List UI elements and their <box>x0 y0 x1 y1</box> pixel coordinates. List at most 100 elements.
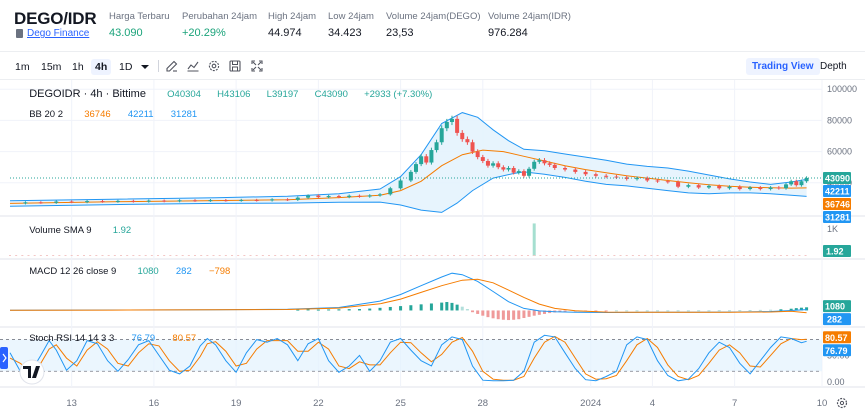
ohlc-high-value: 43106 <box>224 89 250 100</box>
volume-bar <box>354 255 357 256</box>
ohlc-low-value: 39197 <box>272 89 298 100</box>
stoch-k-tag-bg <box>823 344 851 357</box>
macd-histogram-bar <box>727 310 731 312</box>
candle-body <box>737 186 742 190</box>
macd-histogram-bar <box>537 310 541 315</box>
source-name[interactable]: Dego Finance <box>27 28 90 39</box>
candle-body <box>604 175 609 177</box>
candle-body <box>537 160 542 162</box>
drawing-tool-icon[interactable] <box>165 59 179 73</box>
ohlc-high-label: H <box>217 89 224 100</box>
settings-icon[interactable] <box>207 59 221 73</box>
stat-volume-dego: Volume 24jam(DEGO) 23,53 <box>386 11 481 39</box>
stat-change-24h: Perubahan 24jam +20.29% <box>182 11 257 39</box>
indicators-icon[interactable] <box>186 59 200 73</box>
interval-1h[interactable]: 1h <box>72 61 84 73</box>
time-tick-label: 28 <box>478 398 489 409</box>
volume-bar <box>539 255 542 256</box>
stat-last-price: Harga Terbaru 43.090 <box>109 11 170 39</box>
volume-bar <box>348 255 351 256</box>
macd-histogram-bar <box>532 310 536 316</box>
tab-depth[interactable]: Depth <box>820 61 847 72</box>
volume-bar <box>255 255 258 256</box>
macd-histogram-bar <box>306 309 310 311</box>
source-link[interactable]: Dego Finance <box>16 28 89 39</box>
candle-body <box>480 157 485 161</box>
candle-body <box>419 156 424 165</box>
candle-body <box>665 181 670 183</box>
interval-1d[interactable]: 1D <box>119 61 133 73</box>
volume-bar <box>705 255 708 256</box>
candle-body <box>38 202 43 204</box>
volume-bar <box>15 255 18 256</box>
volume-bar <box>323 255 326 256</box>
macd-histogram-bar <box>337 309 341 311</box>
volume-bar <box>453 255 456 256</box>
macd-histogram-bar <box>316 309 320 311</box>
candle-body <box>521 171 526 176</box>
candle-body <box>69 201 74 203</box>
volume-bar <box>459 255 462 256</box>
interval-4h[interactable]: 4h <box>91 59 112 75</box>
last-price-tag: 43090 <box>825 173 850 183</box>
price-chart[interactable]: DEGOIDR · 4h · Bittime O40304 H43106 L39… <box>0 80 865 419</box>
macd-histogram-bar <box>707 310 711 312</box>
macd-tag: 282 <box>827 315 842 325</box>
volume-bar <box>52 255 55 256</box>
volume-bar <box>187 255 190 256</box>
volume-bar <box>342 255 345 256</box>
candle-body <box>162 200 167 202</box>
volume-bar <box>416 255 419 256</box>
volume-bar <box>779 255 782 256</box>
macd-histogram-bar <box>805 307 809 311</box>
save-icon[interactable] <box>228 59 242 73</box>
volume-tick-label: 1K <box>827 224 838 234</box>
volume-bar <box>699 255 702 256</box>
volume-bar <box>446 255 449 256</box>
time-tick-label: 13 <box>66 398 77 409</box>
chevron-down-icon[interactable] <box>138 60 152 74</box>
fullscreen-icon[interactable] <box>250 59 264 73</box>
volume-bar <box>588 255 591 256</box>
macd-histogram-bar <box>799 307 803 311</box>
macd-histogram-bar <box>445 302 449 311</box>
volume-bar <box>194 255 197 256</box>
candle-body <box>295 197 300 200</box>
candle-body <box>573 169 578 172</box>
stoch-tick-label: 0.00 <box>827 377 845 387</box>
bb-upper-value: 42211 <box>128 109 154 120</box>
macd-histogram-bar <box>604 310 608 312</box>
candle-body <box>193 200 198 202</box>
time-tick-label: 2024 <box>580 398 601 409</box>
tradingview-logo[interactable] <box>19 359 45 385</box>
stoch-rsi-band <box>0 339 822 372</box>
collapse-handle[interactable] <box>0 347 8 369</box>
volume-bar <box>675 255 678 256</box>
bb-legend: BB 20 2 36746 42211 31281 <box>16 109 205 120</box>
ohlc-close-value: 43090 <box>321 89 347 100</box>
macd-histogram-bar <box>476 310 480 314</box>
volume-bar <box>693 255 696 256</box>
stoch-d-value: 80.57 <box>172 333 196 344</box>
volume-bar <box>428 255 431 256</box>
volume-bar <box>601 255 604 256</box>
candle-body <box>706 185 711 188</box>
candle-body <box>146 200 151 202</box>
stat-label: Low 24jam <box>328 11 374 22</box>
time-axis[interactable]: 13 16 19 22 25 28 2024 4 7 10 <box>66 398 827 409</box>
macd-histogram-bar <box>491 310 495 319</box>
last-price-tag-bg <box>823 171 851 184</box>
stat-label: Perubahan 24jam <box>182 11 257 22</box>
time-tick-label: 22 <box>313 398 324 409</box>
axis-settings-icon[interactable] <box>836 397 848 409</box>
stoch-legend-label: Stoch RSI 14 14 3 3 <box>29 333 114 344</box>
tab-trading-view[interactable]: Trading View <box>746 58 820 75</box>
volume-legend-label: Volume SMA 9 <box>29 225 91 236</box>
interval-15m[interactable]: 15m <box>41 61 62 73</box>
interval-1m[interactable]: 1m <box>15 61 30 73</box>
candle-body <box>470 142 475 152</box>
candle-body <box>511 167 516 173</box>
bb-basis-value: 36746 <box>84 109 110 120</box>
volume-bar <box>798 255 801 256</box>
stoch-rsi-k-line <box>9 334 807 382</box>
